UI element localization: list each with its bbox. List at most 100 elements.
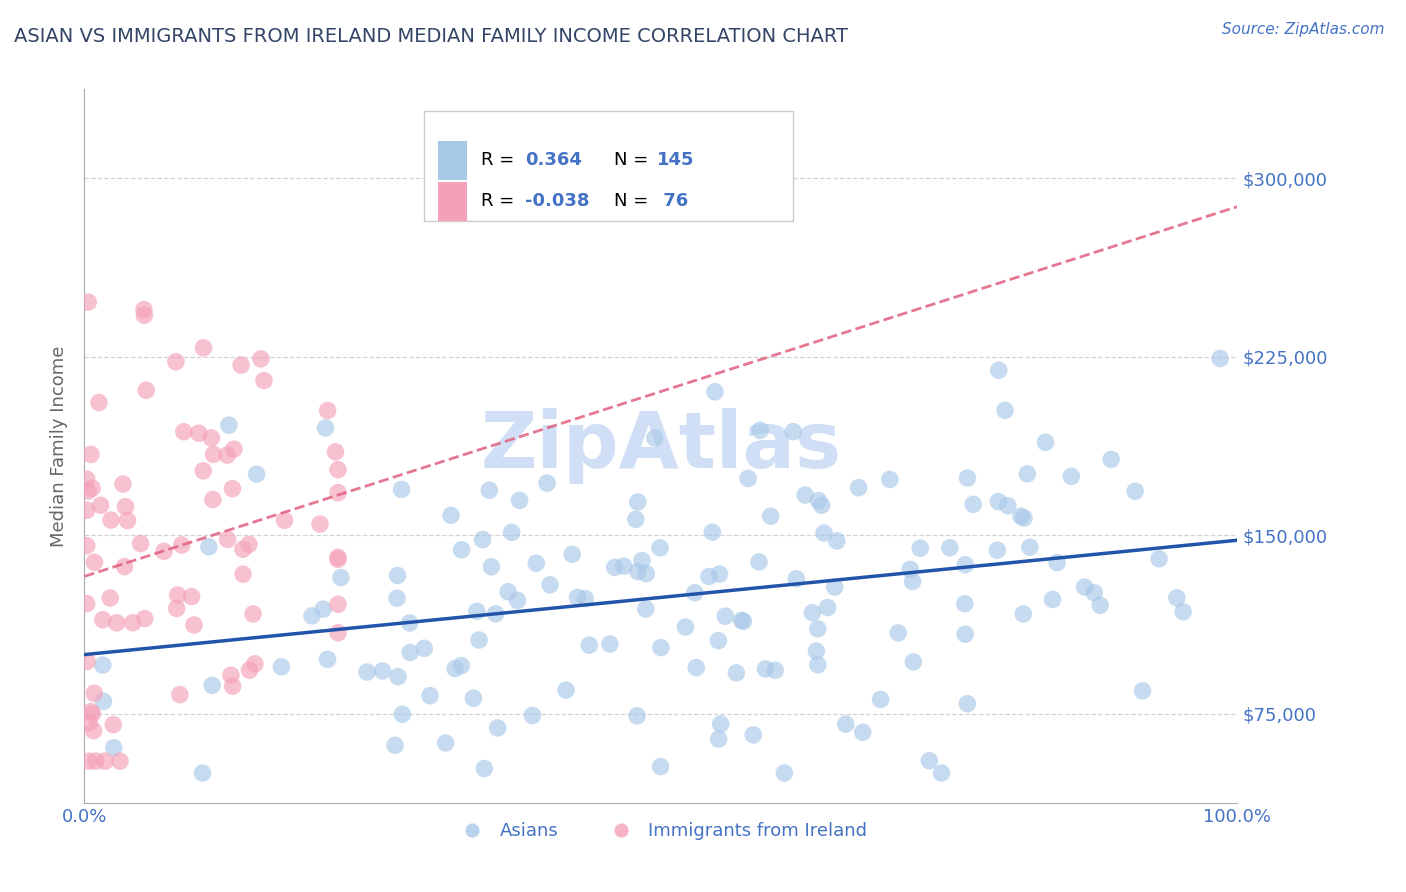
- Point: [852, 725, 875, 739]
- Point: [312, 602, 335, 616]
- Point: [1099, 452, 1122, 467]
- FancyBboxPatch shape: [425, 111, 793, 221]
- Point: [486, 721, 509, 735]
- Point: [567, 591, 589, 605]
- Point: [253, 374, 276, 388]
- Point: [391, 483, 413, 497]
- Point: [191, 766, 214, 780]
- Point: [1060, 469, 1083, 483]
- Point: [450, 542, 472, 557]
- Point: [76, 472, 98, 486]
- Point: [1132, 683, 1154, 698]
- Point: [221, 482, 243, 496]
- Point: [463, 691, 485, 706]
- Point: [309, 517, 332, 532]
- Point: [111, 477, 134, 491]
- Point: [326, 552, 349, 566]
- Point: [1073, 580, 1095, 594]
- Point: [710, 717, 733, 731]
- Point: [77, 295, 100, 310]
- Point: [440, 508, 463, 523]
- Point: [813, 526, 835, 541]
- Point: [986, 543, 1008, 558]
- Text: N =: N =: [613, 193, 654, 211]
- Point: [82, 706, 104, 721]
- Point: [685, 660, 707, 674]
- Point: [450, 658, 472, 673]
- Point: [748, 555, 770, 569]
- Point: [1147, 551, 1170, 566]
- Point: [956, 697, 979, 711]
- Point: [1173, 605, 1195, 619]
- Point: [165, 355, 187, 369]
- Point: [371, 664, 394, 678]
- Point: [1083, 585, 1105, 599]
- Point: [198, 540, 221, 554]
- Point: [221, 679, 243, 693]
- Point: [105, 615, 128, 630]
- Point: [509, 493, 531, 508]
- Point: [707, 633, 730, 648]
- Point: [187, 426, 209, 441]
- Point: [83, 686, 105, 700]
- Point: [773, 766, 796, 780]
- Point: [903, 655, 925, 669]
- Point: [434, 736, 457, 750]
- Point: [325, 445, 347, 459]
- Point: [807, 493, 830, 508]
- Point: [683, 586, 706, 600]
- Point: [644, 431, 666, 445]
- Point: [1019, 540, 1042, 554]
- Point: [413, 641, 436, 656]
- Point: [806, 644, 828, 658]
- Point: [918, 754, 941, 768]
- Point: [465, 604, 488, 618]
- Point: [270, 660, 292, 674]
- Point: [76, 503, 98, 517]
- Point: [1166, 591, 1188, 605]
- Point: [166, 588, 188, 602]
- Point: [702, 525, 724, 540]
- FancyBboxPatch shape: [439, 141, 467, 180]
- Point: [1010, 509, 1032, 524]
- Point: [76, 655, 98, 669]
- Point: [250, 351, 273, 366]
- Point: [90, 498, 112, 512]
- Point: [108, 754, 131, 768]
- Point: [91, 613, 114, 627]
- Point: [91, 658, 114, 673]
- Point: [243, 657, 266, 671]
- Point: [134, 611, 156, 625]
- Point: [222, 442, 245, 456]
- Point: [613, 559, 636, 574]
- Point: [956, 471, 979, 485]
- Point: [169, 688, 191, 702]
- Point: [742, 728, 765, 742]
- Point: [135, 384, 157, 398]
- Point: [987, 494, 1010, 508]
- Point: [399, 646, 422, 660]
- Point: [524, 556, 547, 570]
- Point: [1012, 511, 1035, 525]
- Point: [931, 766, 953, 780]
- Point: [1035, 435, 1057, 450]
- Point: [501, 525, 523, 540]
- Point: [238, 663, 260, 677]
- Point: [183, 618, 205, 632]
- Point: [578, 638, 600, 652]
- Point: [398, 615, 420, 630]
- Point: [807, 622, 830, 636]
- Point: [103, 740, 125, 755]
- Text: 0.364: 0.364: [524, 152, 582, 169]
- Point: [561, 547, 583, 561]
- Point: [329, 571, 352, 585]
- Point: [887, 626, 910, 640]
- Point: [103, 717, 125, 731]
- Point: [444, 662, 467, 676]
- Point: [472, 762, 495, 776]
- Point: [217, 448, 239, 462]
- Point: [84, 754, 107, 768]
- Point: [218, 418, 240, 433]
- Point: [1088, 599, 1111, 613]
- Point: [631, 553, 654, 567]
